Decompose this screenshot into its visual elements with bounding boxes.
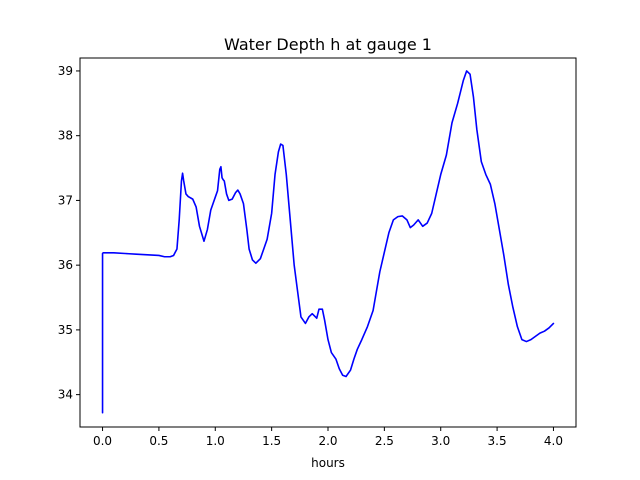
x-tick-label: 3.5 [488, 434, 507, 448]
y-tick-label: 38 [58, 129, 73, 143]
y-tick-label: 39 [58, 64, 73, 78]
axes: 0.0 0.5 1.0 1.5 2.0 2.5 3.0 3.5 4.0 34 35 36 37 38 39 [58, 57, 577, 448]
series-line-0 [101, 70, 555, 414]
x-tick-label: 2.0 [318, 434, 337, 448]
plot-area [101, 70, 555, 414]
x-tick-label: 3.0 [431, 434, 450, 448]
y-tick-label: 37 [58, 193, 73, 207]
y-tick-label: 36 [58, 258, 73, 272]
x-tick-label: 4.0 [544, 434, 563, 448]
x-tick-label: 1.0 [206, 434, 225, 448]
x-tick-label: 1.5 [262, 434, 281, 448]
x-axis-label: hours [311, 456, 345, 470]
x-tick-label: 0.0 [93, 434, 112, 448]
chart-title: Water Depth h at gauge 1 [224, 35, 432, 54]
y-tick-label: 35 [58, 323, 73, 337]
y-tick-label: 34 [58, 388, 73, 402]
x-tick-label: 0.5 [149, 434, 168, 448]
x-tick-label: 2.5 [375, 434, 394, 448]
